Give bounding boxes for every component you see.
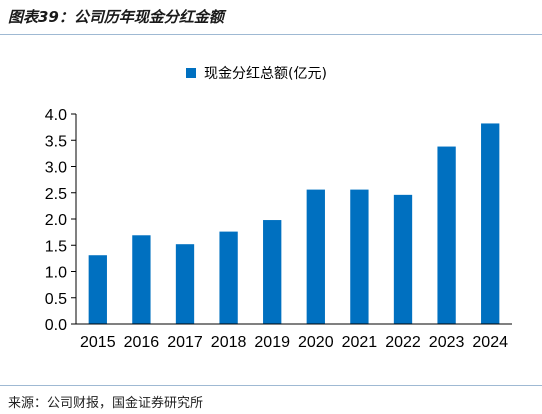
y-tick-label: 4.0 — [45, 107, 67, 124]
bar-chart: 现金分红总额(亿元) 0.0 0.5 1.0 1.5 2.0 2.5 3.0 3.5 4.0 2… — [45, 66, 512, 351]
x-tick-label: 2015 — [80, 334, 116, 351]
bar-2023 — [437, 146, 456, 324]
y-axis: 0.0 0.5 1.0 1.5 2.0 2.5 3.0 3.5 4.0 — [45, 107, 77, 334]
x-tick-label: 2023 — [429, 334, 465, 351]
bar-2015 — [88, 255, 107, 324]
x-tick-label: 2018 — [211, 334, 247, 351]
legend: 现金分红总额(亿元) — [186, 66, 327, 82]
bar-2018 — [219, 231, 238, 324]
y-tick-label: 0.0 — [45, 317, 67, 334]
bar-2022 — [393, 194, 413, 324]
bar-2019 — [263, 220, 282, 324]
bars — [88, 123, 500, 324]
x-axis: 2015 2016 2017 2018 2019 2020 2021 2022 2023 2024 — [76, 323, 512, 351]
x-tick-label: 2020 — [298, 334, 334, 351]
bar-2021 — [350, 189, 369, 324]
bar-2024 — [481, 123, 500, 324]
bar-2016 — [132, 235, 151, 324]
y-tick-label: 2.5 — [45, 186, 67, 203]
bar-2020 — [306, 189, 325, 324]
y-tick-label: 2.0 — [45, 212, 67, 229]
legend-swatch — [186, 68, 196, 78]
y-tick-label: 1.0 — [45, 265, 67, 282]
y-tick-label: 3.0 — [45, 160, 67, 177]
x-tick-label: 2017 — [167, 334, 203, 351]
x-tick-label: 2019 — [254, 334, 290, 351]
bar-2017 — [175, 244, 195, 324]
x-tick-label: 2024 — [472, 334, 508, 351]
bottom-divider — [0, 385, 542, 386]
x-tick-label: 2016 — [124, 334, 160, 351]
top-divider — [0, 34, 542, 35]
y-tick-label: 3.5 — [45, 133, 67, 150]
figure-title: 图表39：公司历年现金分红金额 — [8, 8, 224, 26]
legend-label: 现金分红总额(亿元) — [204, 66, 327, 82]
x-tick-label: 2022 — [385, 334, 421, 351]
y-tick-label: 1.5 — [45, 238, 67, 255]
source-note: 来源：公司财报，国金证券研究所 — [8, 396, 204, 411]
y-tick-label: 0.5 — [45, 291, 67, 308]
x-tick-label: 2021 — [342, 334, 378, 351]
